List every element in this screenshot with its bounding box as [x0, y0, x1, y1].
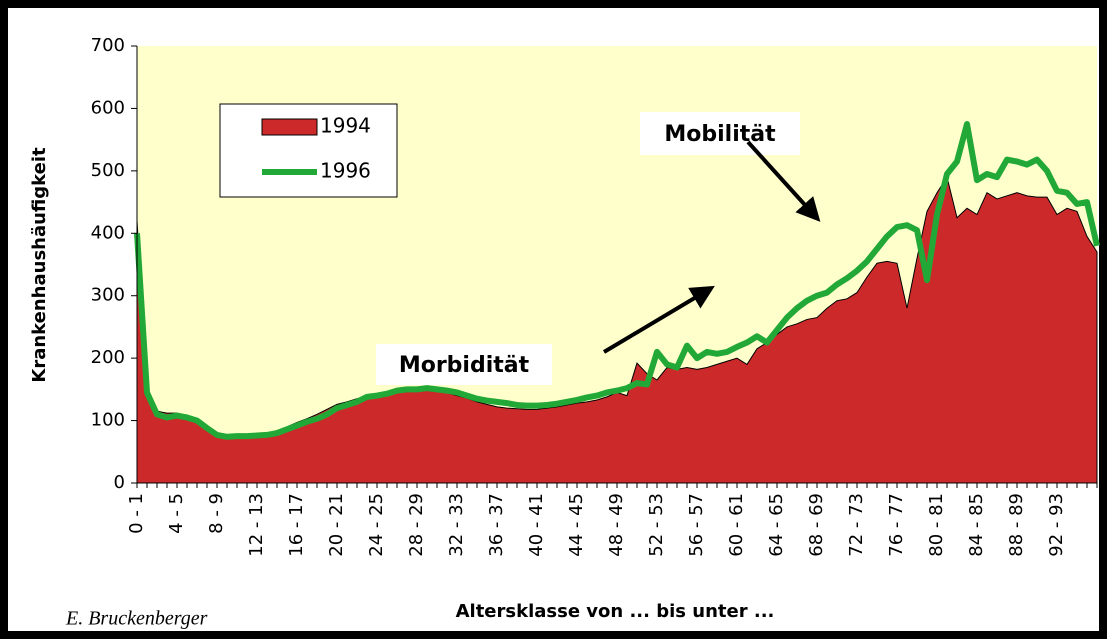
y-tick-label: 100 [91, 410, 125, 431]
x-tick-label: 88 - 89 [1006, 493, 1027, 557]
x-tick-label: 16 - 17 [286, 493, 307, 557]
y-tick-label: 0 [114, 472, 125, 493]
y-tick-label: 400 [91, 222, 125, 243]
x-tick-label: 92 - 93 [1046, 493, 1067, 557]
y-tick-label: 700 [91, 35, 125, 56]
x-tick-label: 76 - 77 [886, 493, 907, 557]
x-tick-label: 64 - 65 [766, 493, 787, 557]
arrow [746, 140, 821, 222]
x-tick-label: 40 - 41 [526, 493, 547, 557]
legend-label: 1994 [320, 114, 371, 138]
x-tick-label: 72 - 73 [846, 493, 867, 557]
legend-label: 1996 [320, 159, 371, 183]
x-tick-label: 36 - 37 [486, 493, 507, 557]
y-tick-label: 200 [91, 347, 125, 368]
x-tick-label: 20 - 21 [326, 493, 347, 557]
y-axis-label: Krankenhaushäufigkeit [29, 147, 50, 383]
legend-swatch [261, 118, 318, 136]
x-tick-label: 32 - 33 [446, 493, 467, 557]
x-tick-label: 4 - 5 [166, 493, 187, 534]
x-tick-label: 68 - 69 [806, 493, 827, 557]
x-tick-label: 48 - 49 [606, 493, 627, 557]
annotation-box [640, 112, 800, 155]
x-tick-label: 52 - 53 [646, 493, 667, 557]
credit: E. Bruckenberger [65, 608, 208, 630]
y-tick-label: 500 [91, 160, 125, 181]
x-tick-label: 28 - 29 [406, 493, 427, 557]
x-tick-label: 44 - 45 [566, 493, 587, 557]
annotation: Mobilität [664, 122, 776, 147]
annotation: Morbidität [399, 353, 530, 378]
x-tick-label: 24 - 25 [366, 493, 387, 557]
x-tick-label: 84 - 85 [966, 493, 987, 557]
arrow [602, 285, 715, 354]
x-tick-label: 12 - 13 [246, 493, 267, 557]
y-tick-label: 600 [91, 97, 125, 118]
y-tick-label: 300 [91, 285, 125, 306]
x-tick-label: 60 - 61 [726, 493, 747, 557]
x-tick-label: 56 - 57 [686, 493, 707, 557]
x-tick-label: 8 - 9 [206, 493, 227, 534]
annotation-box [376, 344, 552, 385]
x-tick-label: 80 - 81 [926, 493, 947, 557]
x-tick-label: 0 - 1 [126, 493, 147, 534]
x-axis-label: Altersklasse von ... bis unter ... [456, 601, 775, 622]
line [134, 121, 1100, 440]
